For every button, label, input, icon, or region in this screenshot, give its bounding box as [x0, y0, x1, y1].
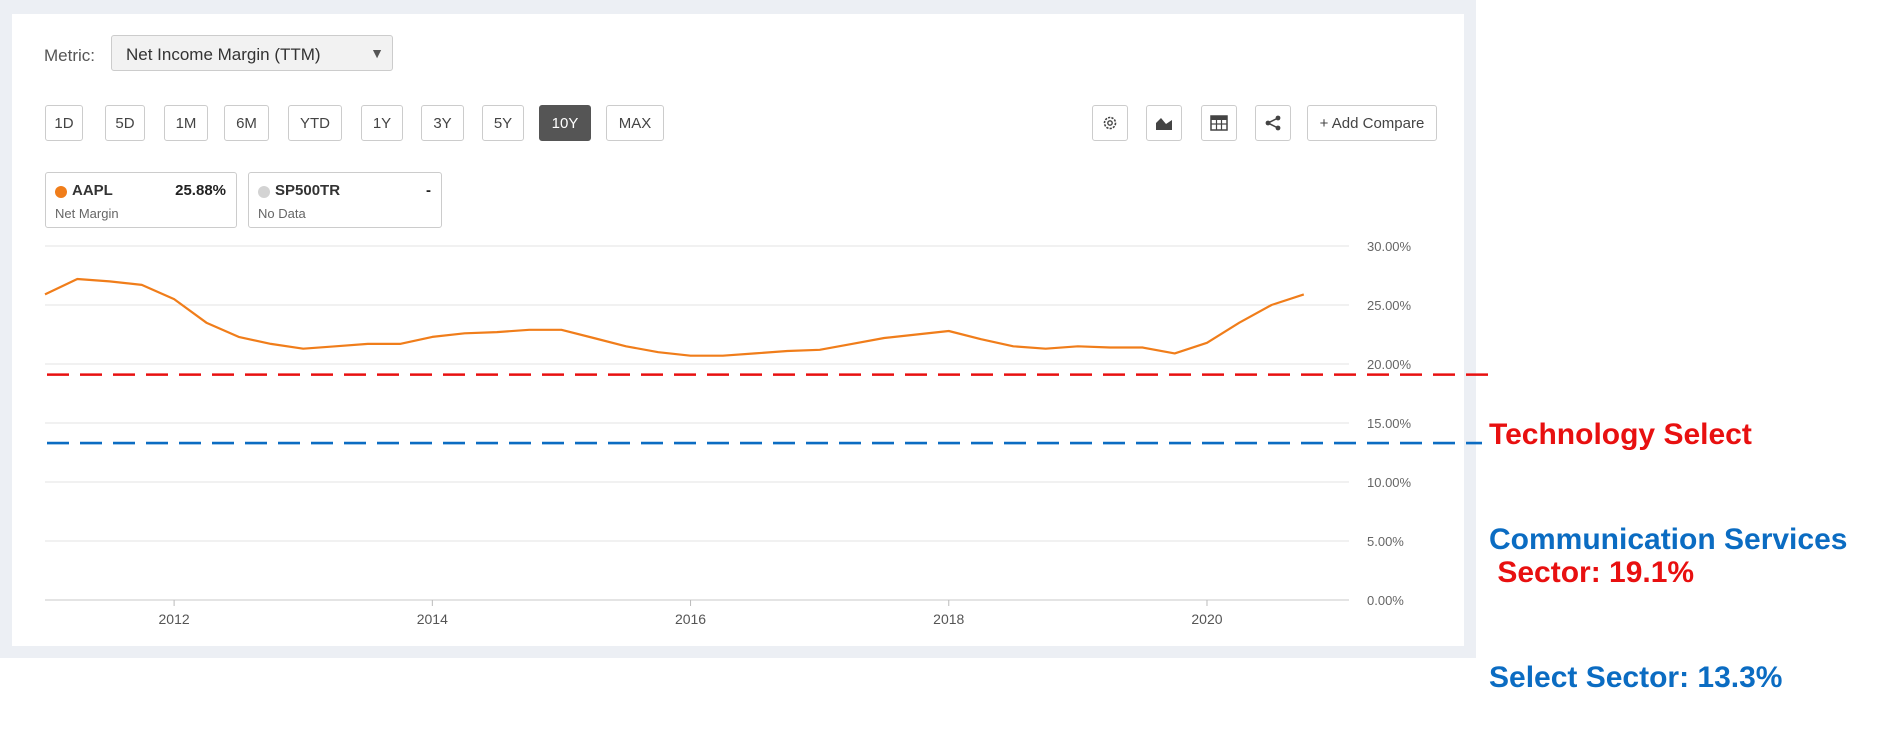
x-tick-label: 2018 [933, 611, 964, 627]
y-tick-label: 10.00% [1367, 475, 1412, 490]
y-tick-label: 0.00% [1367, 593, 1404, 608]
tech-sector-line2: Sector: 19.1% [1489, 556, 1695, 589]
legend-value: 25.88% [175, 182, 226, 199]
table-icon [1210, 115, 1228, 131]
settings-button[interactable] [1092, 105, 1128, 141]
comm-sector-line2: Select Sector: 13.3% [1489, 661, 1783, 694]
x-tick-label: 2012 [159, 611, 190, 627]
range-max-button[interactable]: MAX [606, 105, 664, 141]
x-axis: 2012 2014 2016 2018 2020 [159, 600, 1223, 627]
y-tick-label: 20.00% [1367, 357, 1412, 372]
metric-select[interactable]: Net Income Margin (TTM) ▼ [111, 35, 393, 71]
net-margin-chart: 0.00% 5.00% 10.00% 15.00% 20.00% 25.00% 30.00%… [44, 239, 1490, 627]
share-icon [1265, 115, 1281, 131]
range-1y-button[interactable]: 1Y [361, 105, 403, 141]
chart-type-button[interactable] [1146, 105, 1182, 141]
comm-sector-line1: Communication Services [1489, 523, 1848, 556]
range-5d-button[interactable]: 5D [105, 105, 145, 141]
chevron-down-icon: ▼ [370, 45, 384, 61]
legend-card-sp500tr[interactable]: SP500TR - No Data [248, 172, 442, 228]
x-tick-label: 2014 [417, 611, 448, 627]
reference-lines [47, 373, 1490, 445]
range-5y-button[interactable]: 5Y [482, 105, 524, 141]
y-tick-label: 30.00% [1367, 239, 1412, 254]
series-layer [44, 277, 1305, 357]
tech-sector-annotation: Technology Select Sector: 19.1% [1489, 320, 1752, 642]
y-tick-label: 5.00% [1367, 534, 1404, 549]
range-10y-button[interactable]: 10Y [539, 105, 591, 141]
gear-icon [1103, 116, 1117, 130]
range-1d-button[interactable]: 1D [45, 105, 83, 141]
legend-dot [258, 186, 270, 198]
add-compare-button[interactable]: + Add Compare [1307, 105, 1437, 141]
metric-label: Metric: [44, 46, 95, 65]
x-tick-label: 2016 [675, 611, 706, 627]
legend-sub: No Data [258, 206, 306, 221]
table-view-button[interactable] [1201, 105, 1237, 141]
range-1m-button[interactable]: 1M [164, 105, 208, 141]
range-6m-button[interactable]: 6M [224, 105, 269, 141]
y-tick-label: 15.00% [1367, 416, 1412, 431]
legend-card-aapl[interactable]: AAPL 25.88% Net Margin [45, 172, 237, 228]
area-chart-icon [1156, 118, 1172, 130]
y-axis: 0.00% 5.00% 10.00% 15.00% 20.00% 25.00% 30.00% [1367, 239, 1412, 608]
share-button[interactable] [1255, 105, 1291, 141]
y-tick-label: 25.00% [1367, 298, 1412, 313]
range-ytd-button[interactable]: YTD [288, 105, 342, 141]
comm-sector-annotation: Communication Services Select Sector: 13… [1489, 425, 1847, 747]
tech-sector-line1: Technology Select [1489, 418, 1752, 451]
chart-grid [45, 245, 1349, 601]
legend-ticker: SP500TR [275, 182, 341, 199]
legend-ticker: AAPL [72, 182, 113, 199]
series-line-aapl [44, 277, 1305, 357]
x-tick-label: 2020 [1191, 611, 1222, 627]
legend-sub: Net Margin [55, 206, 119, 221]
legend-dot [55, 186, 67, 198]
range-3y-button[interactable]: 3Y [421, 105, 464, 141]
legend-value: - [426, 182, 431, 199]
metric-value: Net Income Margin (TTM) [126, 45, 321, 64]
